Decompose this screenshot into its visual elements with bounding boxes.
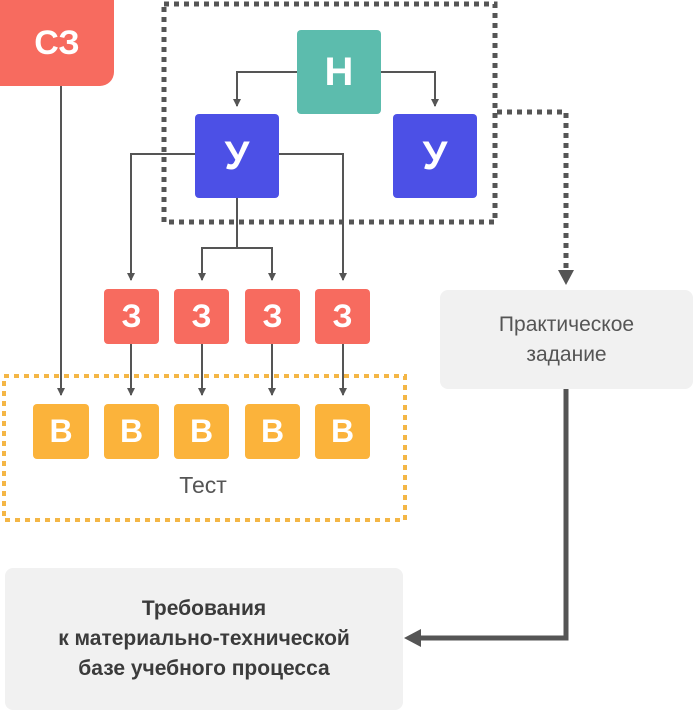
management-group-frame bbox=[161, 1, 498, 225]
u-node-right-label: У bbox=[422, 133, 448, 178]
v-node-1: В bbox=[33, 404, 89, 459]
connector-n-to-u-left bbox=[233, 71, 297, 107]
z-node-1: З bbox=[104, 289, 159, 344]
v-node-4: В bbox=[245, 404, 300, 459]
connector-u-to-z3 bbox=[237, 247, 276, 281]
practical-task-label: Практическое задание bbox=[498, 312, 635, 366]
u-node-right: У bbox=[393, 114, 477, 198]
v-node-3-label: В bbox=[189, 413, 214, 449]
connector-u-to-z1 bbox=[127, 153, 195, 281]
arrowhead-requirements bbox=[404, 629, 421, 647]
connector-frame-to-practical bbox=[497, 109, 569, 268]
v-node-1-label: В bbox=[49, 413, 73, 449]
arrowhead-practical bbox=[558, 270, 574, 285]
z-node-3-label: З bbox=[262, 298, 283, 334]
v-node-2: В bbox=[104, 404, 159, 459]
n-node-label: Н bbox=[324, 49, 354, 94]
requirements-box: Требования к материально-технической баз… bbox=[5, 568, 403, 710]
connector-practical-to-requirements bbox=[420, 389, 569, 641]
connector-u-to-z4 bbox=[279, 153, 347, 281]
v-node-2-label: В bbox=[119, 413, 144, 449]
z-node-4: З bbox=[315, 289, 370, 344]
practical-task-box: Практическое задание bbox=[440, 290, 693, 389]
z-node-3: З bbox=[245, 289, 300, 344]
z-node-4-label: З bbox=[332, 298, 353, 334]
connector-u-to-z2 bbox=[198, 247, 237, 281]
requirements-label: Требования к материально-технической баз… bbox=[58, 597, 350, 680]
v-node-3: В bbox=[174, 404, 229, 459]
test-label: Тест bbox=[179, 472, 227, 498]
v-node-5: В bbox=[315, 404, 370, 459]
test-group-frame bbox=[2, 374, 407, 522]
z-node-2: З bbox=[174, 289, 229, 344]
u-node-left-label: У bbox=[224, 133, 250, 178]
v-node-4-label: В bbox=[260, 413, 285, 449]
z-node-1-label: З bbox=[121, 298, 142, 334]
v-node-5-label: В bbox=[330, 413, 355, 449]
u-node-left: У bbox=[195, 114, 279, 198]
n-node: Н bbox=[297, 30, 381, 114]
z-node-2-label: З bbox=[191, 298, 212, 334]
connector-n-to-u-right bbox=[381, 71, 439, 107]
sz-node: СЗ bbox=[0, 0, 114, 86]
sz-node-label: СЗ bbox=[34, 23, 80, 62]
